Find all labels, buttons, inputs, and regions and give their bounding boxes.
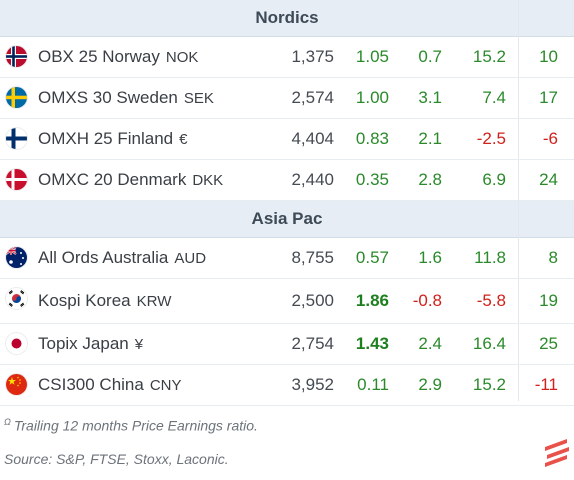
change-cell: 6.9 <box>482 170 506 189</box>
index-label: OMXH 25 Finland <box>38 129 174 148</box>
pe-cell: 1.00 <box>355 88 389 107</box>
currency-label: SEK <box>183 89 214 107</box>
change-cell: 24 <box>539 170 558 189</box>
pe-cell: 1.86 <box>355 291 389 310</box>
change-cell: 15.2 <box>472 375 506 394</box>
table-footer: Ω Trailing 12 months Price Earnings ratio… <box>0 406 574 480</box>
flag-denmark-icon <box>6 169 27 190</box>
index-label: OMXS 30 Sweden <box>38 88 178 107</box>
change-cell: 2.4 <box>418 334 442 353</box>
flag-norway-icon <box>6 46 27 67</box>
table-row: OMXH 25 Finland € 4,404 0.83 2.1 -2.5 -6 <box>0 119 574 160</box>
change-cell: 1.6 <box>418 248 442 267</box>
footnote: Ω Trailing 12 months Price Earnings ratio… <box>4 417 258 434</box>
index-label: Kospi Korea <box>38 291 131 310</box>
change-cell: 0.7 <box>418 47 442 66</box>
change-cell: 19 <box>539 291 558 310</box>
price-cell: 2,754 <box>291 334 334 353</box>
change-cell: 15.2 <box>472 47 506 66</box>
price-cell: 2,440 <box>291 170 334 189</box>
index-label: All Ords Australia <box>38 248 169 267</box>
index-label: CSI300 China <box>38 375 144 394</box>
currency-label: ¥ <box>134 335 144 353</box>
section-header: Asia Pac <box>0 201 574 238</box>
section-header: Nordics <box>0 0 574 37</box>
price-cell: 8,755 <box>291 248 334 267</box>
change-cell: -2.5 <box>476 129 506 148</box>
pe-cell: 0.35 <box>355 170 389 189</box>
index-name: OMXH 25 Finland € <box>38 119 187 159</box>
flag-finland-icon <box>6 128 27 149</box>
index-name: Topix Japan ¥ <box>38 324 143 364</box>
currency-label: € <box>179 130 188 148</box>
table-row: OMXS 30 Sweden SEK 2,574 1.00 3.1 7.4 17 <box>0 78 574 119</box>
change-cell: -0.8 <box>412 291 442 310</box>
index-name: Kospi Korea KRW <box>38 279 171 323</box>
price-cell: 2,500 <box>291 291 334 310</box>
table-row: OBX 25 Norway NOK 1,375 1.05 0.7 15.2 10 <box>0 37 574 78</box>
footnote-marker: Ω <box>4 417 11 427</box>
change-cell: 7.4 <box>482 88 506 107</box>
table-row: OMXC 20 Denmark DKK 2,440 0.35 2.8 6.9 2… <box>0 160 574 201</box>
index-name: OBX 25 Norway NOK <box>38 37 198 77</box>
footnote-text: Trailing 12 months Price Earnings ratio. <box>13 417 258 434</box>
currency-label: KRW <box>136 292 172 310</box>
change-cell: -11 <box>534 375 558 394</box>
flag-sweden-icon <box>6 87 27 108</box>
price-cell: 2,574 <box>291 88 334 107</box>
price-cell: 4,404 <box>291 129 334 148</box>
change-cell: 2.9 <box>418 375 442 394</box>
index-name: All Ords Australia AUD <box>38 238 206 278</box>
change-cell: 25 <box>539 334 558 353</box>
change-cell: -6 <box>542 129 558 148</box>
change-cell: 17 <box>539 88 558 107</box>
flag-korea-icon <box>6 288 27 309</box>
pe-cell: 1.05 <box>355 47 389 66</box>
change-cell: 16.4 <box>472 334 506 353</box>
table-row: Topix Japan ¥ 2,754 1.43 2.4 16.4 25 <box>0 324 574 365</box>
table-row: Kospi Korea KRW 2,500 1.86 -0.8 -5.8 19 <box>0 279 574 324</box>
index-label: OBX 25 Norway <box>38 47 160 66</box>
currency-label: NOK <box>165 48 199 66</box>
currency-label: DKK <box>192 171 224 189</box>
price-cell: 1,375 <box>291 47 334 66</box>
flag-china-icon <box>6 374 27 395</box>
change-cell: -5.8 <box>476 291 506 310</box>
index-label: OMXC 20 Denmark <box>38 170 187 189</box>
index-name: OMXC 20 Denmark DKK <box>38 160 223 200</box>
laconic-logo-icon <box>545 439 569 467</box>
currency-label: CNY <box>149 376 182 394</box>
table-row: All Ords Australia AUD 8,755 0.57 1.6 11… <box>0 238 574 279</box>
pe-cell: 0.57 <box>355 248 389 267</box>
pe-cell: 0.83 <box>355 129 389 148</box>
price-cell: 3,952 <box>291 375 334 394</box>
table-row: CSI300 China CNY 3,952 0.11 2.9 15.2 -11 <box>0 365 574 406</box>
index-label: Topix Japan <box>38 334 129 353</box>
source-note: Source: S&P, FTSE, Stoxx, Laconic. <box>4 451 229 467</box>
index-name: CSI300 China CNY <box>38 365 182 405</box>
pe-cell: 1.43 <box>355 334 389 353</box>
change-cell: 8 <box>548 248 558 267</box>
flag-japan-icon <box>6 333 27 354</box>
currency-label: AUD <box>174 249 207 267</box>
index-name: OMXS 30 Sweden SEK <box>38 78 214 118</box>
pe-cell: 0.11 <box>357 375 389 394</box>
change-cell: 10 <box>539 47 558 66</box>
change-cell: 3.1 <box>418 88 442 107</box>
change-cell: 11.8 <box>474 248 506 267</box>
change-cell: 2.1 <box>418 129 442 148</box>
flag-australia-icon <box>6 247 27 268</box>
change-cell: 2.8 <box>418 170 442 189</box>
